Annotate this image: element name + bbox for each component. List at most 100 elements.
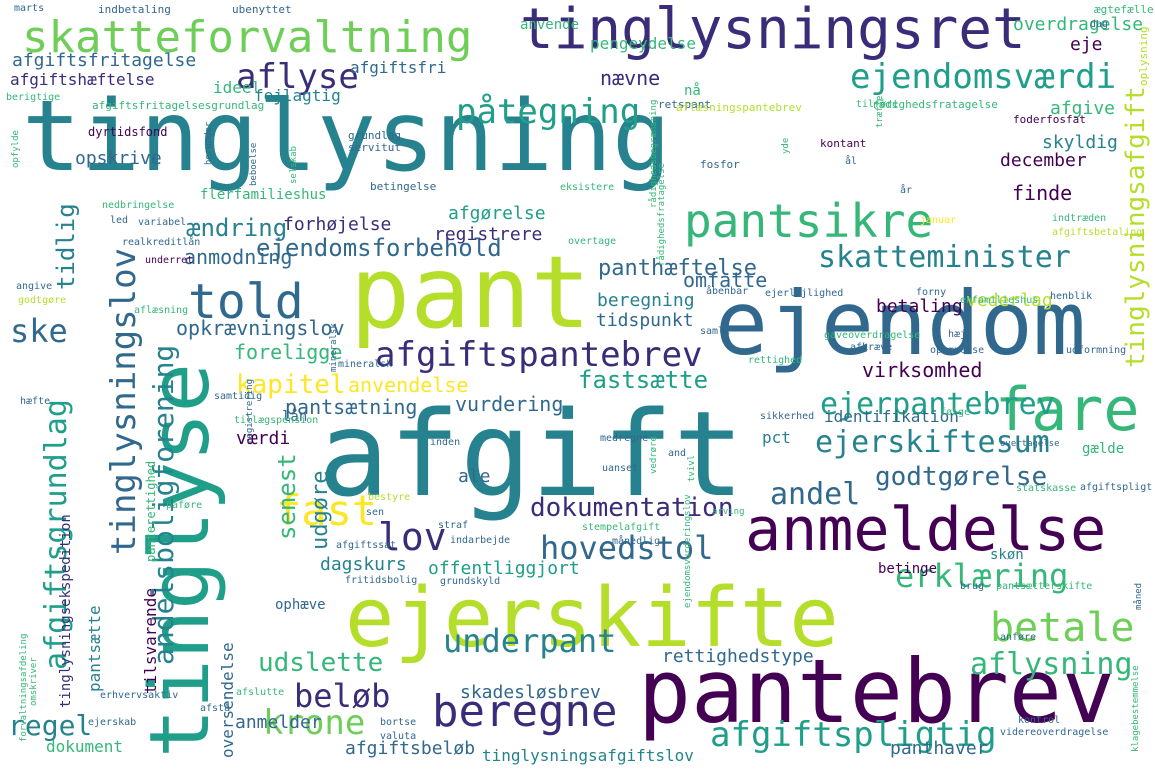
- word: forny: [916, 287, 947, 298]
- word: forhøjelse: [283, 214, 392, 235]
- word: godtgørelse: [875, 462, 1048, 492]
- word: ophæve: [275, 597, 326, 613]
- word: betingelse: [370, 180, 437, 193]
- word: betale: [990, 605, 1135, 651]
- word: ejendomsværdi: [850, 57, 1117, 97]
- word: påføre: [166, 500, 203, 511]
- word: vedrøre: [649, 436, 659, 474]
- word: tinglysning: [22, 80, 672, 194]
- word: afgiftsfritagelsesgrundlag: [92, 99, 265, 112]
- word: nedbringelse: [102, 200, 175, 211]
- word: lov: [378, 515, 447, 559]
- word: afgiftspantebrev: [375, 335, 703, 375]
- word: afgiftssat: [336, 540, 397, 551]
- word: flerfamilieshus: [200, 187, 327, 203]
- word: registrering: [245, 378, 255, 444]
- word: tinglysningslov: [104, 247, 144, 555]
- word: indtræden: [1052, 213, 1107, 224]
- word: regel: [8, 709, 93, 742]
- word: vurdering: [455, 392, 564, 416]
- word: beløb: [294, 677, 391, 715]
- word: nå: [684, 83, 701, 99]
- word: pengeydelse: [590, 34, 696, 53]
- word: hæj: [948, 329, 967, 340]
- word: år: [900, 185, 913, 196]
- word: afslutte: [236, 687, 285, 698]
- word: overdragelse: [1013, 14, 1144, 35]
- word: eksistere: [560, 182, 615, 193]
- word: nævne: [600, 66, 661, 90]
- word: angive: [16, 281, 53, 292]
- word: servitut: [348, 141, 401, 154]
- word: skatteforvaltning: [22, 12, 473, 63]
- word: andel: [770, 477, 861, 512]
- word: godtgøre: [18, 295, 67, 306]
- word: offentliggjort: [428, 558, 580, 579]
- word: omfatte: [683, 268, 768, 292]
- word: afgiftsfri: [350, 58, 447, 77]
- word: erklæring: [895, 557, 1069, 595]
- word: valuta: [380, 731, 417, 742]
- word: grundskyld: [440, 576, 501, 587]
- word: aflyse: [236, 57, 359, 97]
- word: rådighedsfratagelse: [657, 163, 667, 266]
- word: skøn: [990, 547, 1024, 563]
- word: ejendom: [715, 272, 1086, 375]
- word: måned: [1134, 582, 1144, 610]
- word: pantsætterskifte: [996, 581, 1093, 592]
- word: udslette: [258, 648, 384, 678]
- word: skatteminister: [818, 240, 1071, 275]
- word: grundlag: [348, 129, 401, 142]
- word: and: [668, 448, 687, 459]
- word: tidspunkt: [596, 310, 694, 331]
- word: henblik: [1050, 291, 1093, 302]
- word: afgift: [318, 385, 745, 523]
- word: beregne: [432, 686, 618, 737]
- word: tidlig: [52, 203, 80, 290]
- word: afgiftspligt: [1080, 482, 1153, 493]
- word: overtage: [568, 236, 617, 247]
- word: dagskurs: [320, 554, 407, 575]
- word: medregne: [600, 433, 649, 444]
- word: krone: [263, 703, 366, 743]
- word: dokumentation: [530, 493, 734, 523]
- word: ejerskifte: [345, 571, 839, 666]
- word: kapitel: [236, 370, 346, 400]
- word: pantsætning: [285, 395, 418, 419]
- word: fosfor: [700, 158, 740, 171]
- word: ejendomsvurderingslov: [683, 494, 693, 608]
- word: marts: [14, 3, 45, 14]
- word: ejerpantebrev: [820, 387, 1055, 422]
- word: identifikation: [824, 407, 959, 426]
- word: underret: [145, 255, 194, 266]
- word: fastsætte: [578, 366, 709, 394]
- word: tinglysningsret: [520, 0, 1026, 62]
- word: variabel: [138, 217, 187, 228]
- word: månedlig: [612, 536, 661, 547]
- word: påtegning: [456, 92, 641, 132]
- word: videreoverdragelse: [1000, 727, 1109, 738]
- word: aflæsningspantebrev: [676, 101, 802, 114]
- word: stempelafgift: [582, 522, 661, 533]
- word: træffe: [875, 95, 885, 128]
- word: underpant: [443, 622, 617, 660]
- word: fritidsbolig: [345, 575, 418, 586]
- word: panthaver: [890, 738, 988, 759]
- word: ål: [845, 156, 858, 167]
- word: betinge: [878, 561, 938, 577]
- word: skadesløsbrev: [460, 682, 601, 703]
- word: tilsvarende: [141, 588, 160, 694]
- word: betaling: [876, 296, 963, 317]
- word: inden: [430, 437, 461, 448]
- word: kontant: [820, 137, 867, 150]
- word: forvaltningsafdeling: [19, 633, 29, 742]
- word: anmelder: [235, 712, 322, 733]
- word: hæfte: [20, 396, 51, 407]
- word: fast: [276, 486, 378, 535]
- word: panterettighed: [144, 460, 158, 562]
- word: tinglysningsafgiftslov: [482, 746, 694, 765]
- word: straf: [438, 520, 469, 531]
- word: oversendelse: [218, 642, 237, 758]
- word: afstå: [200, 703, 231, 714]
